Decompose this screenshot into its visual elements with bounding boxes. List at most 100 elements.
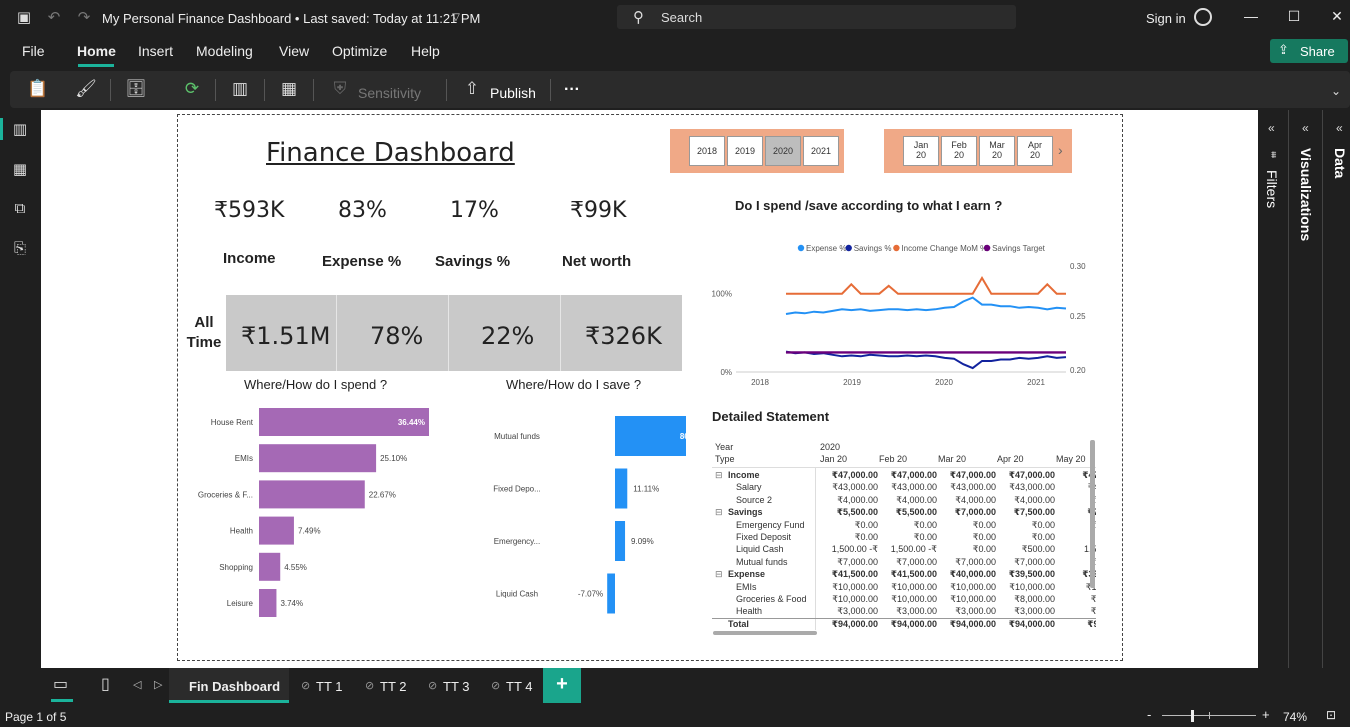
new-visual-icon[interactable]: ▥ — [231, 79, 249, 98]
publish-button[interactable]: Publish — [490, 85, 536, 101]
paste-icon[interactable]: 📋 — [27, 79, 49, 98]
spend-bar-chart[interactable]: House Rent 36.44% EMIs 25.10% Groceries & F.… — [181, 402, 451, 627]
expand-collapse-icon[interactable]: ⊟ — [715, 507, 723, 518]
spend-bar[interactable] — [259, 480, 365, 509]
fit-to-page-icon[interactable]: ⊡ — [1326, 708, 1337, 722]
table-cell: ₹10,000.00 — [832, 581, 878, 592]
avatar-icon[interactable] — [1194, 8, 1212, 26]
statement-matrix[interactable]: Year Type 2020 Jan 20 Feb 20 Mar 20 Apr 20 M… — [712, 440, 1096, 632]
spend-bar[interactable] — [259, 516, 294, 545]
legend-label[interactable]: Expense % — [806, 244, 846, 253]
menu-file[interactable]: File — [22, 43, 45, 59]
report-view-icon[interactable]: ▥ — [12, 121, 28, 138]
get-data-icon[interactable]: 🗄 — [125, 79, 147, 98]
close-icon[interactable]: ✕ — [1331, 8, 1343, 24]
next-page-icon[interactable]: ▷ — [154, 679, 163, 691]
refresh-icon[interactable]: ⟳ — [184, 79, 200, 98]
ribbon-divider — [550, 79, 551, 101]
data-pane-label[interactable]: Data — [1332, 148, 1348, 179]
mobile-layout-icon[interactable]: ▯ — [101, 676, 110, 693]
save-bar[interactable] — [607, 573, 615, 614]
visualizations-pane-label[interactable]: Visualizations — [1298, 148, 1314, 242]
month-slicer-option[interactable]: Apr 20 — [1017, 136, 1053, 166]
model-view-icon[interactable]: ⧉ — [14, 200, 26, 217]
share-button[interactable]: ⇪ Share — [1270, 39, 1348, 63]
more-options-button[interactable]: ··· — [564, 81, 580, 98]
tab-tt4[interactable]: ⊘ TT 4 — [481, 668, 543, 703]
spend-bar[interactable] — [259, 408, 429, 436]
filters-pane-label[interactable]: Filters — [1264, 170, 1280, 209]
save-bar[interactable] — [615, 468, 628, 509]
table-cell: ₹43,000.00 — [950, 482, 996, 493]
tab-label: TT 2 — [380, 679, 407, 694]
tab-tt1[interactable]: ⊘ TT 1 — [291, 668, 353, 703]
line-series[interactable] — [785, 350, 1067, 370]
zoom-out-icon[interactable]: - — [1147, 707, 1152, 722]
maximize-icon[interactable]: ☐ — [1287, 8, 1301, 24]
expand-collapse-icon[interactable]: ⊟ — [715, 470, 723, 480]
document-title[interactable]: My Personal Finance Dashboard • Last sav… — [102, 11, 481, 26]
year-slicer-option-selected[interactable]: 2020 — [765, 136, 801, 166]
minimize-icon[interactable]: — — [1244, 8, 1258, 24]
menu-view[interactable]: View — [279, 43, 310, 59]
desktop-layout-icon[interactable]: ▭ — [53, 676, 69, 693]
tab-tt3[interactable]: ⊘ TT 3 — [418, 668, 480, 703]
year-slicer-option[interactable]: 2019 — [727, 136, 763, 166]
chevron-down-icon[interactable]: ▽ — [452, 12, 460, 23]
matrix-month-header: Feb 20 — [879, 454, 908, 464]
bar-value-label: 3.74% — [280, 599, 303, 608]
matrix-hscrollbar[interactable] — [713, 631, 817, 635]
matrix-scrollbar[interactable] — [1090, 440, 1095, 588]
save-icon[interactable]: ▣ — [16, 9, 32, 26]
spend-bar[interactable] — [259, 552, 281, 581]
zoom-in-icon[interactable]: + — [1262, 707, 1270, 722]
legend-label[interactable]: Income Change MoM % — [901, 244, 987, 253]
menu-optimize[interactable]: Optimize — [332, 43, 388, 59]
table-cell: ₹39,500.00 — [1008, 569, 1055, 580]
save-bar[interactable] — [615, 416, 686, 456]
save-bar-chart[interactable]: Mutual funds 86.87% Fixed Depo... 11.11% Eme… — [466, 402, 686, 627]
chevron-right-icon[interactable]: › — [1058, 142, 1063, 158]
bar-category-label: Groceries & F... — [198, 490, 253, 499]
publish-icon[interactable]: ⇧ — [464, 79, 480, 98]
month-slicer-option[interactable]: Jan 20 — [903, 136, 939, 166]
add-page-button[interactable]: + — [543, 668, 581, 703]
save-bar[interactable] — [615, 521, 626, 561]
dax-query-icon[interactable]: ⎘ — [13, 240, 26, 257]
month-slicer-option[interactable]: Feb 20 — [941, 136, 977, 166]
table-cell: ₹10,000.00 — [950, 594, 996, 604]
spend-save-line-chart[interactable]: Expense % Savings % Income Change MoM % Sav… — [696, 238, 1106, 390]
line-series[interactable] — [785, 296, 1067, 315]
format-painter-icon[interactable]: 🖌 — [75, 79, 97, 98]
year-slicer-option[interactable]: 2021 — [803, 136, 839, 166]
legend-label[interactable]: Savings Target — [992, 244, 1046, 253]
menu-insert[interactable]: Insert — [138, 43, 174, 59]
menu-help[interactable]: Help — [411, 43, 440, 59]
expand-data-icon[interactable]: « — [1336, 121, 1343, 135]
collapse-ribbon-icon[interactable]: ⌄ — [1330, 84, 1342, 98]
spend-bar[interactable] — [259, 444, 377, 473]
sign-in-link[interactable]: Sign in — [1146, 11, 1186, 26]
table-view-icon[interactable]: ▦ — [12, 161, 28, 178]
menu-home[interactable]: Home — [77, 43, 116, 59]
search-box[interactable]: ⚲ Search — [617, 5, 1016, 29]
tab-tt2[interactable]: ⊘ TT 2 — [355, 668, 417, 703]
month-slicer-option[interactable]: Mar 20 — [979, 136, 1015, 166]
undo-icon[interactable]: ↶ — [47, 9, 61, 26]
line-series[interactable] — [786, 276, 1066, 295]
tab-fin-dashboard[interactable]: Fin Dashboard — [169, 668, 289, 703]
zoom-slider-thumb[interactable] — [1191, 710, 1194, 722]
legend-label[interactable]: Savings % — [854, 244, 892, 253]
expand-collapse-icon[interactable]: ⊟ — [715, 569, 723, 580]
expand-visualizations-icon[interactable]: « — [1302, 121, 1309, 135]
spend-bar[interactable] — [259, 589, 277, 617]
row-header: Mutual funds — [736, 556, 788, 567]
prev-page-icon[interactable]: ◁ — [133, 679, 142, 691]
year-slicer-option[interactable]: 2018 — [689, 136, 725, 166]
row-header: Source 2 — [736, 494, 773, 505]
calculator-icon[interactable]: ▦ — [280, 79, 298, 98]
redo-icon[interactable]: ↷ — [77, 9, 91, 26]
month-year: 20 — [991, 150, 1002, 160]
expand-filters-icon[interactable]: « — [1268, 121, 1275, 135]
menu-modeling[interactable]: Modeling — [196, 43, 253, 59]
